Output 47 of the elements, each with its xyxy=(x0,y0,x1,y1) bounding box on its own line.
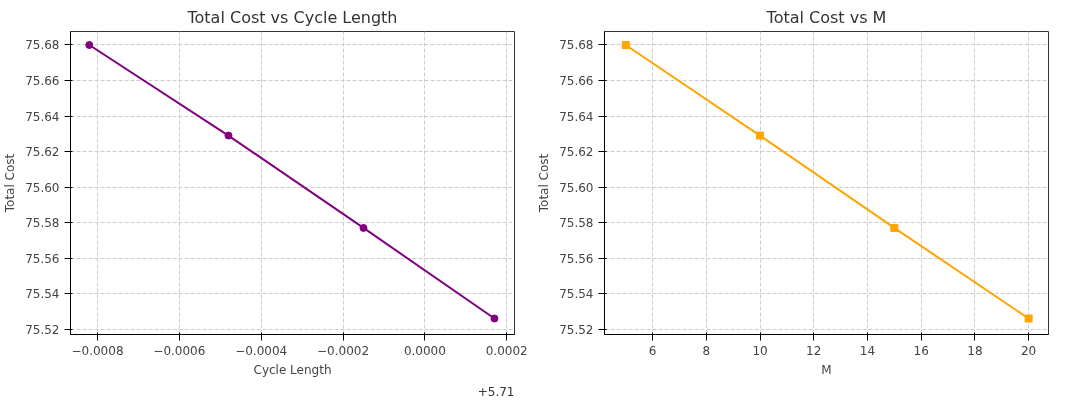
y-tick-label: 75.60 xyxy=(25,180,60,195)
y-tick-label: 75.68 xyxy=(25,38,60,53)
x-tick-label: 0.0002 xyxy=(485,343,528,358)
y-tick-label: 75.64 xyxy=(25,109,60,124)
x-tick-label: 12 xyxy=(806,343,822,358)
y-tick-label: 75.52 xyxy=(25,322,60,337)
x-axis-title: M xyxy=(821,362,832,377)
y-tick-label: 75.66 xyxy=(25,74,60,89)
x-tick-label: 0.0000 xyxy=(403,343,446,358)
y-tick-label: 75.66 xyxy=(559,74,594,89)
x-tick-label: −0.0006 xyxy=(153,343,206,358)
y-tick-label: 75.60 xyxy=(559,180,594,195)
x-tick-label: −0.0002 xyxy=(317,343,370,358)
x-tick-label: −0.0008 xyxy=(71,343,124,358)
y-tick-label: 75.54 xyxy=(25,287,60,302)
x-tick-label: −0.0004 xyxy=(235,343,288,358)
text: +5.71 xyxy=(477,384,515,399)
y-tick-label: 75.56 xyxy=(559,251,594,266)
point xyxy=(756,131,765,140)
y-axis-title: Total Cost xyxy=(3,153,18,214)
x-tick-label: 8 xyxy=(702,343,711,358)
x-tick-label: 6 xyxy=(648,343,657,358)
point xyxy=(359,223,368,232)
y-axis-title: Total Cost xyxy=(537,153,552,214)
y-tick-label: 75.54 xyxy=(559,287,594,302)
y-tick-label: 75.58 xyxy=(25,216,60,231)
y-tick-label: 75.68 xyxy=(559,38,594,53)
y-tick-label: 75.52 xyxy=(559,322,594,337)
y-tick-label: 75.64 xyxy=(559,109,594,124)
x-tick-label: 16 xyxy=(913,343,929,358)
x-tick-label: 10 xyxy=(752,343,768,358)
y-tick-label: 75.56 xyxy=(25,251,60,266)
y-tick-label: 75.62 xyxy=(559,145,594,160)
x-axis-title: Cycle Length xyxy=(253,362,332,377)
y-tick-label: 75.58 xyxy=(559,216,594,231)
x-tick-label: 14 xyxy=(859,343,876,358)
point xyxy=(224,131,233,140)
x-tick-label: 20 xyxy=(1020,343,1037,358)
point xyxy=(890,223,899,232)
point xyxy=(85,41,94,49)
y-tick-label: 75.62 xyxy=(25,145,60,160)
point xyxy=(1024,314,1033,323)
chart-title: Total Cost vs Cycle Length xyxy=(186,7,398,27)
point xyxy=(490,314,499,323)
chart-title: Total Cost vs M xyxy=(765,7,887,27)
x-tick-label: 18 xyxy=(967,343,983,358)
point xyxy=(621,41,630,49)
